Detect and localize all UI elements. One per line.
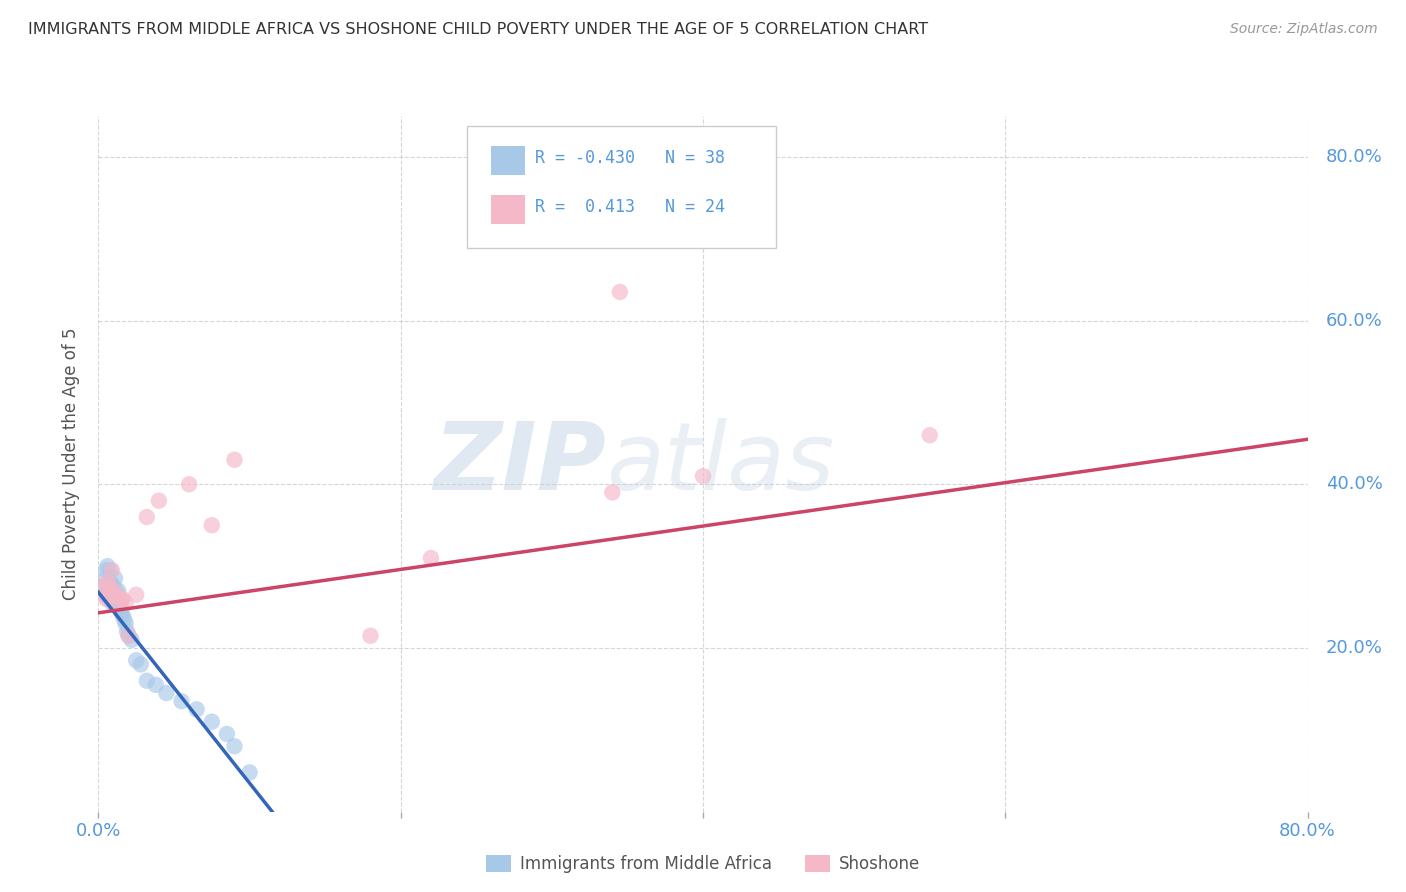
Point	[103, 583, 125, 598]
Point	[94, 563, 117, 577]
Point	[224, 452, 246, 467]
Point	[239, 765, 262, 780]
Point	[98, 591, 121, 606]
Point	[135, 510, 157, 524]
Text: 60.0%: 60.0%	[1326, 311, 1382, 330]
Point	[692, 469, 714, 483]
Point	[96, 559, 118, 574]
Point	[125, 588, 148, 602]
Point	[602, 485, 624, 500]
Text: atlas: atlas	[606, 418, 835, 509]
Point	[118, 629, 141, 643]
Point	[170, 694, 193, 708]
Point	[112, 612, 135, 626]
Point	[125, 653, 148, 667]
Point	[103, 580, 125, 594]
Y-axis label: Child Poverty Under the Age of 5: Child Poverty Under the Age of 5	[62, 327, 80, 600]
Point	[918, 428, 941, 442]
Point	[115, 624, 138, 639]
Point	[114, 596, 136, 610]
Text: R = -0.430   N = 38: R = -0.430 N = 38	[534, 149, 725, 168]
Point	[224, 739, 246, 754]
Point	[419, 551, 441, 566]
Point	[104, 571, 127, 585]
Text: 40.0%: 40.0%	[1326, 475, 1382, 493]
Point	[177, 477, 201, 491]
Point	[100, 588, 122, 602]
Point	[91, 580, 114, 594]
Point	[101, 583, 124, 598]
Legend: Immigrants from Middle Africa, Shoshone: Immigrants from Middle Africa, Shoshone	[479, 848, 927, 880]
Text: R =  0.413   N = 24: R = 0.413 N = 24	[534, 198, 725, 216]
Point	[360, 629, 382, 643]
Point	[93, 588, 115, 602]
Point	[105, 596, 128, 610]
Point	[110, 604, 132, 618]
Point	[110, 591, 132, 606]
Point	[118, 629, 141, 643]
Point	[104, 588, 127, 602]
Point	[111, 608, 134, 623]
Point	[145, 678, 167, 692]
Point	[103, 588, 125, 602]
Point	[91, 580, 114, 594]
Text: 20.0%: 20.0%	[1326, 639, 1382, 657]
Point	[155, 686, 177, 700]
Point	[98, 580, 121, 594]
Point	[129, 657, 152, 672]
Point	[94, 571, 117, 585]
Point	[110, 596, 132, 610]
Point	[121, 632, 143, 647]
Bar	[492, 146, 526, 175]
Point	[201, 518, 224, 533]
Point	[609, 285, 631, 299]
Point	[148, 493, 170, 508]
Point	[100, 575, 122, 590]
Bar	[492, 194, 526, 224]
Point	[101, 596, 124, 610]
Point	[98, 580, 121, 594]
Point	[101, 563, 124, 577]
Point	[107, 596, 129, 610]
Text: 80.0%: 80.0%	[1326, 148, 1382, 166]
Point	[108, 600, 131, 615]
Text: Source: ZipAtlas.com: Source: ZipAtlas.com	[1230, 22, 1378, 37]
Point	[186, 702, 208, 716]
Text: ZIP: ZIP	[433, 417, 606, 510]
Point	[105, 591, 128, 606]
Point	[135, 673, 157, 688]
Point	[215, 727, 238, 741]
Point	[114, 616, 136, 631]
Point	[107, 583, 129, 598]
Point	[107, 588, 129, 602]
Point	[100, 563, 122, 577]
Point	[111, 591, 134, 606]
FancyBboxPatch shape	[467, 127, 776, 248]
Text: IMMIGRANTS FROM MIDDLE AFRICA VS SHOSHONE CHILD POVERTY UNDER THE AGE OF 5 CORRE: IMMIGRANTS FROM MIDDLE AFRICA VS SHOSHON…	[28, 22, 928, 37]
Point	[94, 591, 117, 606]
Point	[96, 575, 118, 590]
Point	[201, 714, 224, 729]
